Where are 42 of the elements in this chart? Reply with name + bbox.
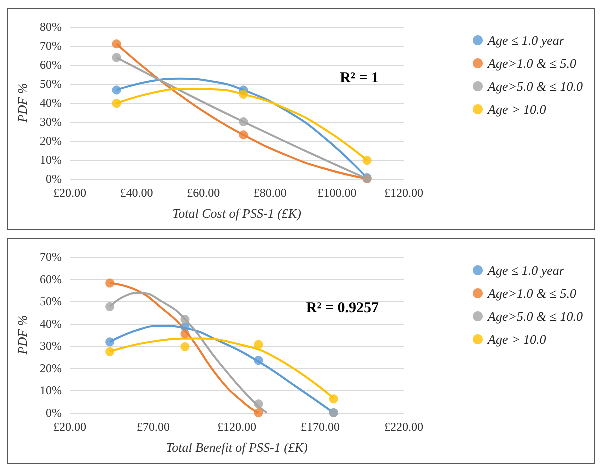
x-tick-label: £120.00 — [218, 420, 256, 434]
x-tick-label: £40.00 — [120, 186, 154, 200]
x-tick-label: £100.00 — [318, 186, 357, 200]
y-tick-label: 10% — [40, 384, 62, 398]
x-tick-label: £20.00 — [54, 420, 86, 434]
legend-label: Age>5.0 & ≤ 10.0 — [487, 309, 584, 324]
y-tick-label: 50% — [40, 294, 62, 309]
legend-label: Age ≤ 1.0 year — [487, 263, 566, 278]
y-tick-label: 60% — [40, 58, 62, 72]
y-tick-label: 70% — [40, 250, 62, 264]
x-axis-title: Total Benefit of PSS-1 (£K) — [166, 440, 308, 455]
x-tick-label: £170.00 — [301, 420, 340, 434]
y-tick-label: 30% — [40, 339, 62, 354]
x-axis-title: Total Cost of PSS-1 (£K) — [172, 206, 302, 221]
legend-label: Age > 10.0 — [487, 102, 547, 117]
legend-label: Age ≤ 1.0 year — [487, 33, 566, 48]
y-tick-label: 0% — [46, 406, 62, 420]
y-tick-label: 40% — [40, 316, 62, 331]
x-tick-label: £120.00 — [384, 186, 424, 200]
y-axis-title: PDF % — [15, 315, 30, 356]
y-tick-label: 70% — [40, 39, 62, 53]
x-tick-label: £80.00 — [254, 186, 287, 200]
y-axis-title: PDF % — [15, 83, 30, 124]
y-tick-label: 30% — [40, 115, 62, 129]
y-tick-label: 40% — [40, 96, 62, 110]
y-tick-label: 0% — [46, 172, 62, 186]
y-tick-label: 80% — [40, 20, 62, 34]
y-tick-label: 60% — [40, 272, 62, 286]
legend-label: Age>1.0 & ≤ 5.0 — [487, 286, 577, 301]
y-tick-label: 50% — [40, 77, 62, 91]
y-tick-label: 20% — [40, 134, 62, 148]
x-tick-label: £70.00 — [137, 420, 170, 434]
y-tick-label: 10% — [40, 153, 62, 167]
y-tick-label: 20% — [40, 361, 62, 376]
annotation: R² = 1 — [340, 70, 380, 86]
x-tick-label: £60.00 — [187, 186, 220, 200]
x-tick-label: £220.00 — [384, 420, 424, 434]
x-tick-label: £20.00 — [54, 186, 86, 200]
legend-label: Age>1.0 & ≤ 5.0 — [487, 56, 577, 71]
annotation: R² = 0.9257 — [306, 300, 380, 316]
legend-label: Age > 10.0 — [487, 332, 547, 347]
legend-label: Age>5.0 & ≤ 10.0 — [487, 79, 584, 94]
